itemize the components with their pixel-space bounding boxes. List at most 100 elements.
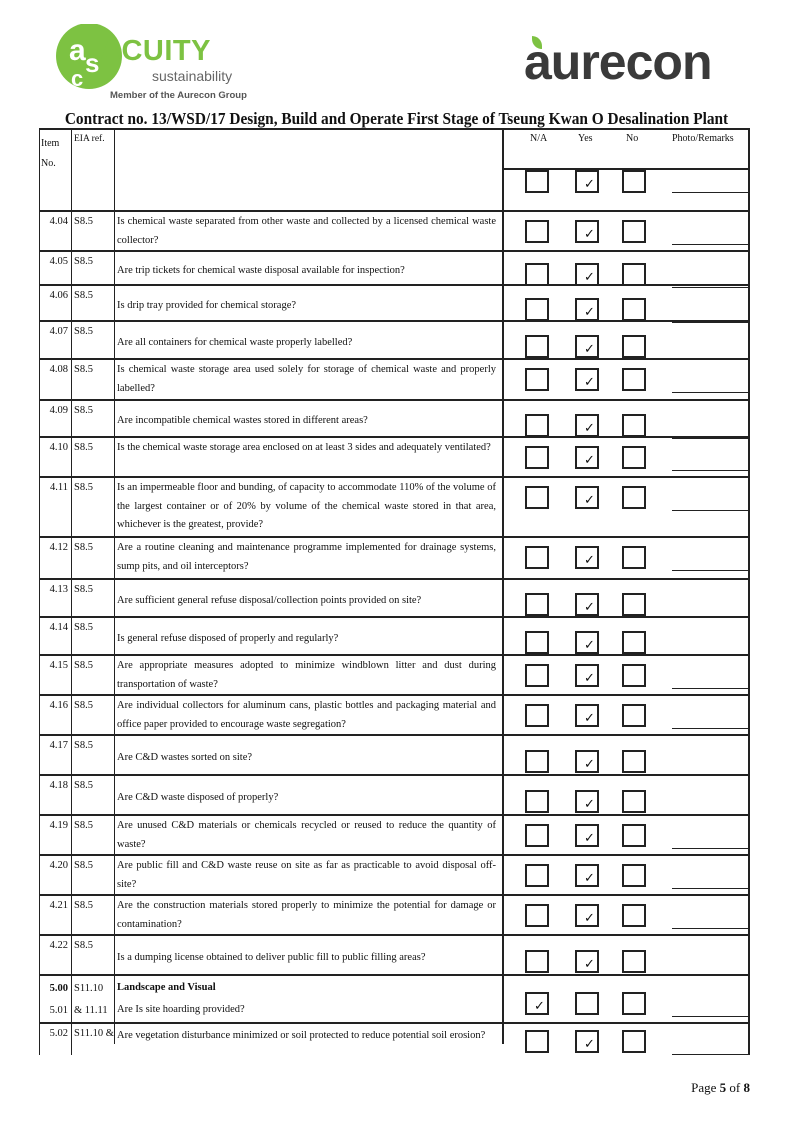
checkbox-yes[interactable]: ✓ [575, 486, 599, 509]
checkbox-na[interactable] [525, 1030, 549, 1053]
checkbox-na[interactable] [525, 446, 549, 469]
checkbox-no[interactable] [622, 220, 646, 243]
remarks-line[interactable] [672, 192, 749, 193]
table-row: 4.18 S8.5 Are C&D waste disposed of prop… [39, 774, 750, 815]
aurecon-leaf-icon [532, 36, 542, 49]
remarks-line[interactable] [672, 688, 749, 689]
checkbox-no[interactable] [622, 664, 646, 687]
checkbox-na[interactable] [525, 631, 549, 654]
checkbox-yes[interactable]: ✓ [575, 750, 599, 773]
table-row: 4.19 S8.5 Are unused C&D materials or ch… [39, 814, 750, 854]
checkbox-no[interactable] [622, 446, 646, 469]
checkbox-yes[interactable]: ✓ [575, 298, 599, 321]
checkbox-no[interactable] [622, 593, 646, 616]
checkbox-na[interactable] [525, 298, 549, 321]
checkbox-na[interactable] [525, 664, 549, 687]
remarks-line[interactable] [672, 728, 749, 729]
checkbox-no[interactable] [622, 704, 646, 727]
checkbox-na[interactable]: ✓ [525, 992, 549, 1015]
checkbox-na[interactable] [525, 414, 549, 437]
checkbox-no[interactable] [622, 750, 646, 773]
checkbox-yes[interactable]: ✓ [575, 368, 599, 391]
checkbox-yes[interactable]: ✓ [575, 170, 599, 193]
checkbox-na[interactable] [525, 220, 549, 243]
checkbox-yes[interactable]: ✓ [575, 790, 599, 813]
checkbox-yes[interactable]: ✓ [575, 546, 599, 569]
checkbox-no[interactable] [622, 992, 646, 1015]
item-number: 4.16 [49, 700, 68, 711]
checkbox-yes[interactable]: ✓ [575, 631, 599, 654]
checkbox-no[interactable] [622, 950, 646, 973]
checkbox-yes[interactable]: ✓ [575, 414, 599, 437]
remarks-line[interactable] [672, 322, 749, 323]
checkbox-no[interactable] [622, 486, 646, 509]
checkbox-na[interactable] [525, 263, 549, 286]
checkbox-na[interactable] [525, 824, 549, 847]
checkbox-no[interactable] [622, 631, 646, 654]
checkbox-yes[interactable]: ✓ [575, 704, 599, 727]
checkbox-no[interactable] [622, 824, 646, 847]
header-na: N/A [530, 133, 548, 144]
checkbox-no[interactable] [622, 368, 646, 391]
checkbox-no[interactable] [622, 298, 646, 321]
answer-cell: ✓ [504, 776, 749, 815]
checkbox-no[interactable] [622, 170, 646, 193]
checkbox-yes[interactable]: ✓ [575, 220, 599, 243]
remarks-line[interactable] [672, 438, 749, 439]
remarks-line[interactable] [672, 888, 749, 889]
checkbox-no[interactable] [622, 904, 646, 927]
checkbox-yes[interactable]: ✓ [575, 950, 599, 973]
remarks-line[interactable] [672, 570, 749, 571]
check-mark-icon: ✓ [584, 638, 595, 653]
remarks-line[interactable] [672, 1016, 749, 1017]
remarks-line[interactable] [672, 1054, 749, 1055]
checkbox-na[interactable] [525, 750, 549, 773]
checkbox-no[interactable] [622, 263, 646, 286]
checkbox-yes[interactable] [575, 992, 599, 1015]
checkbox-yes[interactable]: ✓ [575, 904, 599, 927]
checkbox-yes[interactable]: ✓ [575, 1030, 599, 1053]
remarks-line[interactable] [672, 287, 749, 288]
checkbox-na[interactable] [525, 790, 549, 813]
checkbox-na[interactable] [525, 170, 549, 193]
checkbox-yes[interactable]: ✓ [575, 864, 599, 887]
checkbox-yes[interactable]: ✓ [575, 824, 599, 847]
checkbox-no[interactable] [622, 864, 646, 887]
checkbox-no[interactable] [622, 790, 646, 813]
remarks-line[interactable] [672, 244, 749, 245]
checkbox-yes[interactable]: ✓ [575, 446, 599, 469]
checkbox-na[interactable] [525, 864, 549, 887]
remarks-line[interactable] [672, 510, 749, 511]
checkbox-no[interactable] [622, 546, 646, 569]
checkbox-yes[interactable]: ✓ [575, 664, 599, 687]
remarks-line[interactable] [672, 392, 749, 393]
checkbox-na[interactable] [525, 546, 549, 569]
section-row: 5.00 5.01 S11.10 & 11.11 Landscape and Vis… [39, 974, 750, 1022]
item-number: 4.17 [49, 740, 68, 751]
checkbox-yes[interactable]: ✓ [575, 593, 599, 616]
item-number: 4.07 [49, 326, 68, 337]
checkbox-na[interactable] [525, 593, 549, 616]
checklist-table: Item No. EIA ref. N/A Yes No Photo/Remar… [39, 128, 750, 1055]
remarks-line[interactable] [672, 928, 749, 929]
checkbox-na[interactable] [525, 704, 549, 727]
eia-ref: S8.5 [71, 696, 114, 734]
question-text: Are all containers for chemical waste pr… [114, 322, 504, 358]
checkbox-na[interactable] [525, 335, 549, 358]
checkbox-yes[interactable]: ✓ [575, 263, 599, 286]
remarks-line[interactable] [672, 848, 749, 849]
checkbox-na[interactable] [525, 486, 549, 509]
answer-cell: ✓ [504, 1024, 749, 1055]
checkbox-no[interactable] [622, 414, 646, 437]
check-mark-icon: ✓ [584, 553, 595, 568]
checkbox-yes[interactable]: ✓ [575, 335, 599, 358]
answer-cell: ✓ [504, 936, 749, 975]
checkbox-no[interactable] [622, 1030, 646, 1053]
item-number: 5.01 [49, 1005, 68, 1016]
checkbox-na[interactable] [525, 950, 549, 973]
checkbox-na[interactable] [525, 368, 549, 391]
checkbox-no[interactable] [622, 335, 646, 358]
answer-cell: ✓ [504, 401, 749, 439]
remarks-line[interactable] [672, 470, 749, 471]
checkbox-na[interactable] [525, 904, 549, 927]
